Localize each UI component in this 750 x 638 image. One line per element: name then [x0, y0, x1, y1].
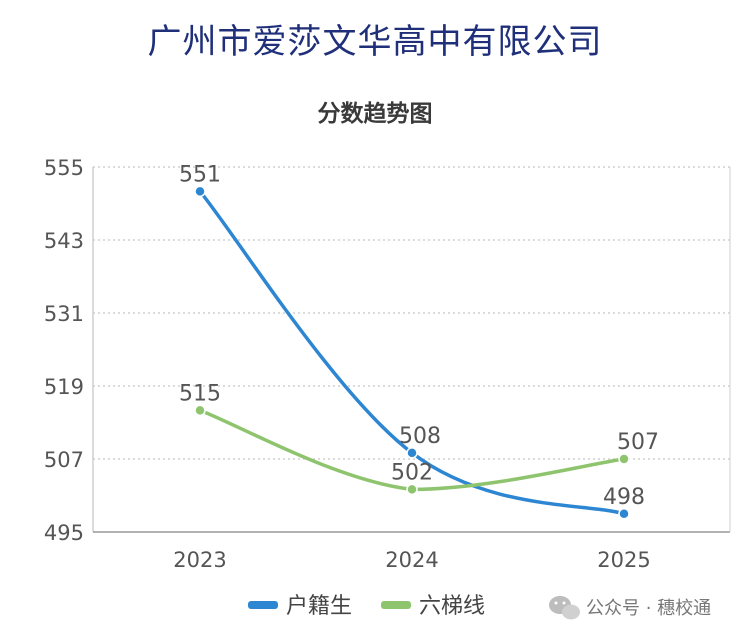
- data-label: 508: [399, 424, 441, 449]
- legend-label-series-1: 户籍生: [286, 594, 352, 619]
- data-label: 515: [179, 381, 221, 406]
- legend-label-series-2: 六梯线: [419, 594, 485, 619]
- data-label: 502: [391, 460, 433, 485]
- series-1-point: [406, 447, 418, 459]
- x-tick-label: 2023: [173, 548, 226, 572]
- y-tick-label: 543: [44, 229, 84, 253]
- y-tick-label: 507: [44, 448, 84, 472]
- series-2-point: [194, 404, 206, 417]
- company-title: 广州市爱莎文华高中有限公司: [147, 22, 603, 62]
- data-label: 498: [603, 485, 645, 510]
- axis-layer: 555 543 531 519 507 495 2023 2024 2025: [44, 156, 731, 572]
- chart-title: 分数趋势图: [317, 101, 433, 127]
- data-label: 507: [617, 430, 659, 455]
- legend: 户籍生 六梯线: [248, 594, 485, 619]
- y-tick-label: 555: [44, 156, 84, 180]
- series-1-point: [194, 185, 206, 198]
- label-layer: 551 508 498 515 502 507: [179, 162, 659, 509]
- data-label: 551: [179, 162, 221, 187]
- series-layer: [194, 185, 630, 520]
- series-1-point: [618, 508, 630, 520]
- y-tick-label: 519: [44, 375, 84, 399]
- y-tick-label: 531: [44, 302, 84, 326]
- legend-swatch-series-1: [248, 601, 278, 609]
- grid-layer: [93, 166, 730, 460]
- x-tick-label: 2024: [385, 548, 438, 572]
- x-tick-label: 2025: [597, 548, 650, 572]
- series-2-point: [618, 453, 630, 465]
- y-tick-label: 495: [44, 521, 84, 545]
- legend-swatch-series-2: [381, 601, 411, 609]
- watermark-text: 公众号 · 穗校通: [586, 598, 711, 619]
- series-line-1: [198, 189, 626, 516]
- watermark: 公众号 · 穗校通: [549, 596, 711, 620]
- wechat-icon: [549, 596, 580, 620]
- series-2-point: [406, 483, 418, 496]
